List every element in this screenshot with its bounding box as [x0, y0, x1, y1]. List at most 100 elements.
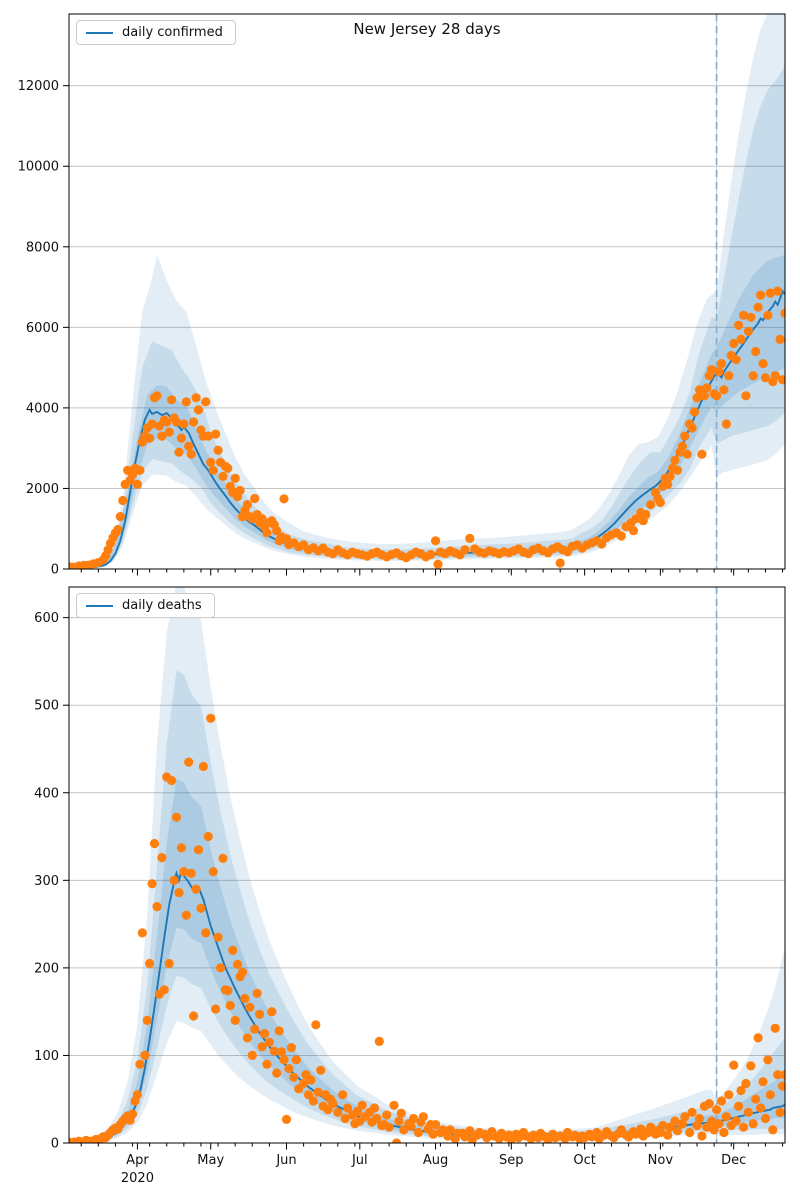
data-point	[482, 1133, 492, 1143]
data-point	[233, 959, 243, 970]
y-tick-label: 500	[34, 699, 59, 714]
data-point	[775, 334, 785, 344]
data-point	[145, 433, 155, 443]
data-point	[465, 1126, 475, 1136]
data-point	[272, 1068, 282, 1078]
data-point	[179, 867, 189, 877]
legend-line-sample-icon	[86, 31, 113, 34]
data-point	[257, 1042, 267, 1052]
data-point	[281, 1114, 292, 1124]
data-point	[389, 1100, 399, 1110]
y-tick-label: 6000	[26, 321, 59, 336]
x-tick-label-jul: Jul	[351, 1153, 368, 1168]
data-point	[145, 958, 155, 969]
data-point	[680, 431, 690, 441]
data-point	[218, 853, 228, 864]
data-point	[196, 903, 206, 913]
data-point	[189, 417, 199, 427]
data-point	[729, 1060, 739, 1070]
y-tick-label: 8000	[26, 240, 59, 255]
data-point	[778, 1081, 785, 1091]
data-point	[299, 1078, 309, 1089]
data-point	[184, 757, 194, 767]
data-point	[734, 1101, 744, 1111]
data-point	[636, 1124, 646, 1134]
legend-label: daily deaths	[122, 598, 202, 613]
data-point	[658, 1120, 668, 1131]
data-point	[206, 457, 216, 467]
data-point	[208, 867, 218, 877]
data-point	[135, 465, 145, 475]
confidence-band-outer	[98, 587, 785, 1143]
x-tick-label-oct: Oct	[573, 1153, 595, 1168]
data-point	[663, 1130, 673, 1140]
confidence-bands	[98, 587, 785, 1143]
y-tick-label: 12000	[18, 79, 59, 94]
data-point	[215, 963, 226, 973]
data-point	[152, 902, 162, 912]
data-point	[259, 1029, 270, 1039]
data-point	[763, 1055, 773, 1065]
data-point	[751, 346, 761, 357]
x-tick-label-aug: Aug	[423, 1153, 448, 1168]
chart-title: New Jersey 28 days	[353, 20, 501, 38]
data-point	[184, 441, 194, 451]
data-point	[174, 447, 184, 457]
data-point	[756, 1103, 766, 1113]
data-point	[707, 1116, 717, 1126]
data-point	[235, 485, 245, 496]
data-point	[132, 479, 142, 489]
y-tick-label: 4000	[26, 401, 59, 416]
data-point	[323, 1105, 333, 1115]
data-point	[193, 405, 204, 415]
data-point	[426, 549, 436, 560]
y-gridlines	[69, 617, 785, 1056]
confidence-band-middle	[98, 670, 785, 1143]
data-point	[157, 853, 167, 863]
data-point	[748, 1119, 758, 1129]
legend-line-sample-icon	[86, 604, 113, 607]
data-point	[225, 1000, 235, 1011]
data-point	[198, 761, 208, 772]
legend-label: daily confirmed	[122, 25, 223, 40]
data-point	[384, 1122, 394, 1132]
y-tick-label: 0	[51, 563, 59, 578]
data-point	[164, 958, 174, 969]
data-point	[704, 1099, 714, 1109]
y-axis-ticks: 0 2000 4000 6000 8000 10000 12000	[18, 79, 69, 578]
data-point	[719, 385, 729, 395]
data-point	[284, 1064, 294, 1074]
x-axis-ticks: Apr 2020 May Jun Jul Aug Sep Oct Nov Dec	[80, 1143, 784, 1186]
data-point	[211, 1004, 221, 1014]
data-point	[680, 1112, 690, 1122]
data-point	[743, 1107, 753, 1117]
data-point	[201, 397, 211, 407]
data-point	[242, 1033, 252, 1043]
data-point	[738, 310, 749, 320]
data-point	[751, 1094, 761, 1104]
data-point	[228, 945, 238, 956]
data-point	[201, 928, 211, 938]
data-point	[343, 1103, 353, 1113]
data-point	[223, 463, 233, 473]
data-point	[692, 393, 702, 403]
data-point	[186, 868, 196, 878]
data-point	[460, 545, 470, 555]
data-point	[352, 1106, 362, 1117]
data-point	[763, 310, 773, 320]
y-axis-ticks: 0 100 200 300 400 500 600	[34, 611, 69, 1152]
data-point	[734, 320, 744, 330]
data-point	[208, 465, 218, 475]
y-tick-label: 600	[34, 611, 59, 626]
data-point	[159, 985, 169, 995]
data-point	[687, 1107, 697, 1117]
data-point	[291, 1055, 301, 1065]
data-point	[357, 1100, 367, 1110]
y-tick-label: 400	[34, 786, 59, 801]
x-axis-ticks	[80, 569, 784, 576]
data-point	[699, 391, 710, 401]
data-point	[555, 558, 565, 568]
data-point	[753, 302, 763, 312]
data-point	[213, 445, 223, 455]
